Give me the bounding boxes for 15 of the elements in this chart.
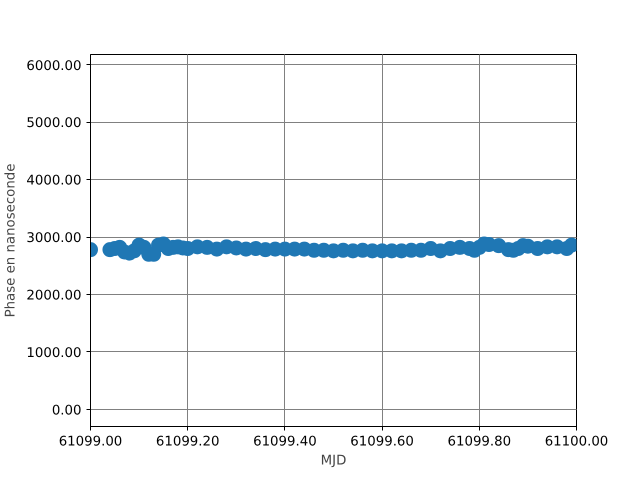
y-tick-label: 1000.00: [26, 346, 82, 361]
y-tick-label: 6000.00: [26, 58, 82, 74]
x-tick-label: 61099.80: [448, 434, 512, 450]
x-tick-label: 61099.00: [58, 434, 122, 450]
x-tick-label: 61099.60: [350, 434, 414, 450]
x-axis-title: MJD: [320, 454, 346, 468]
y-tick-label: 3000.00: [26, 231, 82, 246]
x-tick-label: 61100.00: [544, 434, 608, 450]
y-axis-title: Phase en nanoseconde: [3, 164, 18, 318]
x-tick-label: 61099.20: [156, 434, 220, 450]
y-tick-label: 5000.00: [26, 116, 82, 132]
y-tick-label: 0.00: [52, 403, 82, 418]
y-tick-label: 4000.00: [26, 174, 82, 189]
y-tick-label: 2000.00: [26, 288, 82, 304]
x-tick-label: 61099.40: [253, 434, 317, 450]
